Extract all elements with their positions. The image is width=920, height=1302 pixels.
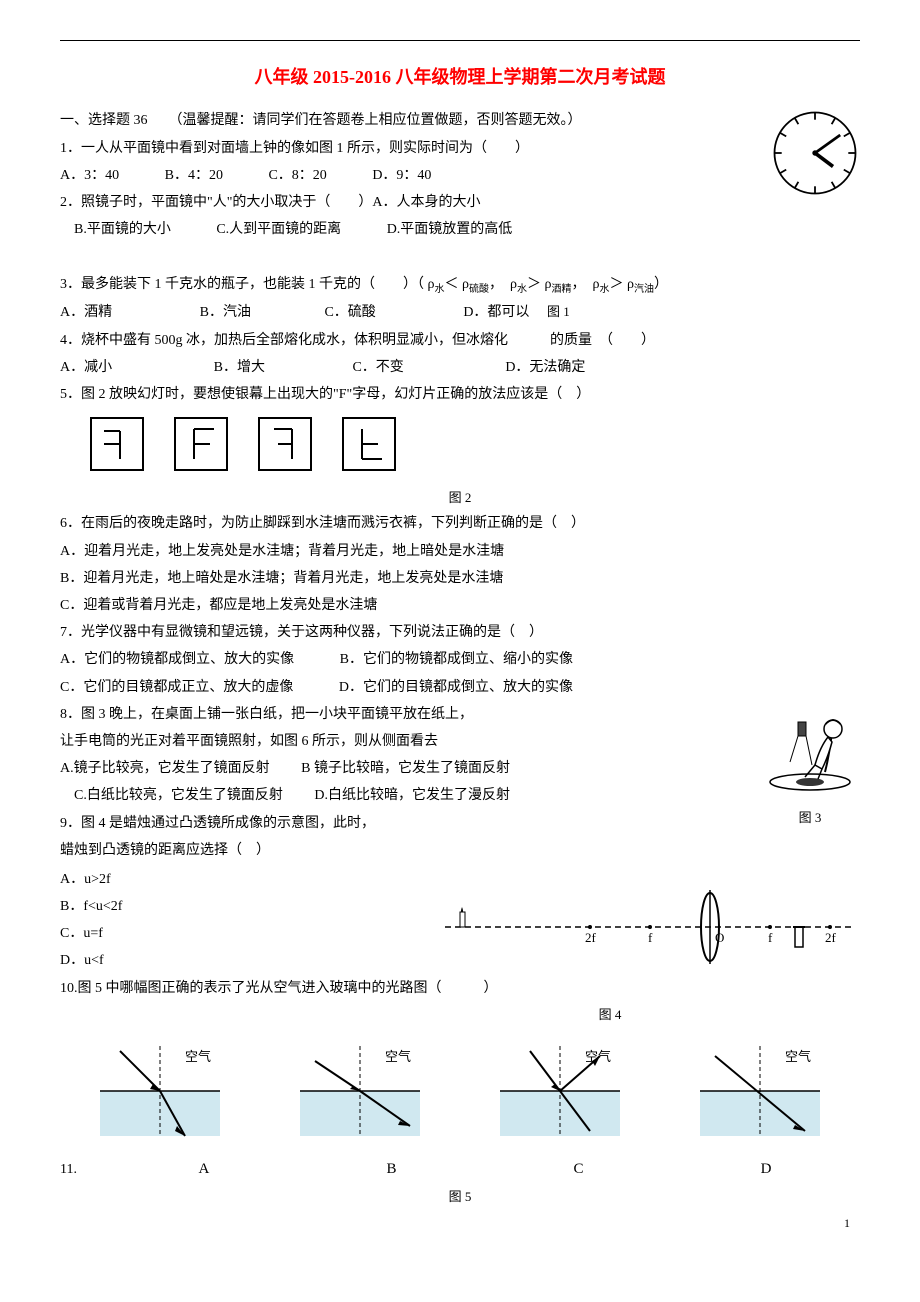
q1-b: B．4：20 [165,168,223,183]
q3-sub5: 水 [600,283,610,294]
q1-stem: 1．一人从平面镜中看到对面墙上钟的像如图 1 所示，则实际时间为（ ） [60,136,860,161]
q7-stem: 7．光学仪器中有显微镜和望远镜，关于这两种仪器，下列说法正确的是（ ） [60,620,860,645]
q11-stem: 11. [60,1157,110,1182]
q8-cd: C.白纸比较亮，它发生了镜面反射 D.白纸比较暗，它发生了漫反射 [60,783,860,808]
q3-mid3: ＞ ρ [527,277,552,292]
top-divider [60,40,860,41]
svg-text:空气: 空气 [585,1049,611,1064]
q8-line2: 让手电筒的光正对着平面镜照射，如图 6 所示，则从侧面看去 [60,729,860,754]
fig1-label: 图 1 [547,304,570,319]
opt-d-label: D [761,1156,772,1183]
q3-text-b: ） [654,277,668,292]
section-header: 一、选择题 36 （温馨提醒：请同学们在答题卷上相应位置做题，否则答题无效。） [60,108,860,133]
q1-c: C．8：20 [268,168,326,183]
svg-text:2f: 2f [585,930,597,945]
q7-b: B．它们的物镜都成倒立、缩小的实像 [340,652,573,667]
svg-text:2f: 2f [825,930,837,945]
q4-b: B．增大 [214,360,265,375]
q3-mid1: ＜ ρ [445,277,470,292]
fig2-label: 图 2 [60,486,860,509]
q8-stem: 8．图 3 晚上，在桌面上铺一张白纸，把一小块平面镜平放在纸上， [60,702,860,727]
q8-a: A.镜子比较亮，它发生了镜面反射 [60,761,270,776]
q2-b: B.平面镜的大小 [74,222,171,237]
q3-mid4: ， ρ [572,277,600,292]
opt-c-label: C [574,1156,584,1183]
q2-c: C.人到平面镜的距离 [216,222,341,237]
svg-text:O: O [715,930,724,945]
q3-stem: 3．最多能装下 1 千克水的瓶子，也能装 1 千克的（ ）（ ρ水＜ ρ硫酸， … [60,272,860,299]
page-number: 1 [60,1213,860,1235]
refract-c: 空气 [495,1041,625,1150]
q7-ab: A．它们的物镜都成倒立、放大的实像 B．它们的物镜都成倒立、缩小的实像 [60,647,860,672]
q3-b: B．汽油 [200,305,251,320]
q8-b: B 镜子比较暗，它发生了镜面反射 [301,761,510,776]
q9-stem: 9．图 4 是蜡烛通过凸透镜所成像的示意图，此时， [60,811,860,836]
f-option-b [174,417,228,471]
figure-4-lens: 2f f O f 2f [440,887,860,976]
q3-sub1: 水 [435,283,445,294]
q8-c: C.白纸比较亮，它发生了镜面反射 [74,788,283,803]
svg-text:f: f [648,930,653,945]
svg-text:空气: 空气 [185,1049,211,1064]
q5-figure-row [90,417,860,471]
fig4-label: 图 4 [360,1003,860,1026]
q2-stem: 2．照镜子时，平面镜中"人"的大小取决于（ ）A．人本身的大小 [60,190,860,215]
q3-text-a: 3．最多能装下 1 千克水的瓶子，也能装 1 千克的（ ）（ ρ [60,277,435,292]
refract-b: 空气 [295,1041,425,1150]
refract-d: 空气 [695,1041,825,1150]
svg-text:f: f [768,930,773,945]
refract-a: 空气 [95,1041,225,1150]
q3-mid5: ＞ ρ [610,277,635,292]
q2-d: D.平面镜放置的高低 [387,222,513,237]
q3-c: C．硫酸 [324,305,375,320]
fig5-label: 图 5 [60,1185,860,1208]
q6-c: C．迎着或背着月光走，都应是地上发亮处是水洼塘 [60,593,860,618]
svg-text:空气: 空气 [785,1049,811,1064]
q1-a: A．3：40 [60,168,119,183]
q10-stem: 10.图 5 中哪幅图正确的表示了光从空气进入玻璃中的光路图（ ） [60,976,860,1001]
q7-c: C．它们的目镜都成正立、放大的虚像 [60,680,293,695]
q7-a: A．它们的物镜都成倒立、放大的实像 [60,652,294,667]
q3-a: A．酒精 [60,305,112,320]
q2-options: B.平面镜的大小 C.人到平面镜的距离 D.平面镜放置的高低 [60,217,860,242]
q4-a: A．减小 [60,360,112,375]
q6-b: B．迎着月光走，地上暗处是水洼塘；背着月光走，地上发亮处是水洼塘 [60,566,860,591]
q6-a: A．迎着月光走，地上发亮处是水洼塘；背着月光走，地上暗处是水洼塘 [60,539,860,564]
f-option-d [342,417,396,471]
q1-d: D．9：40 [372,168,431,183]
q4-options: A．减小 B．增大 C．不变 D．无法确定 [60,355,860,380]
svg-text:空气: 空气 [385,1049,411,1064]
q3-options: A．酒精 B．汽油 C．硫酸 D．都可以 图 1 [60,300,860,325]
q7-cd: C．它们的目镜都成正立、放大的虚像 D．它们的目镜都成倒立、放大的实像 [60,675,860,700]
q4-d: D．无法确定 [505,360,585,375]
q3-mid2: ， ρ [489,277,517,292]
q3-sub6: 汽油 [634,283,654,294]
q9-line2: 蜡烛到凸透镜的距离应选择（ ） [60,838,860,863]
q8-d: D.白纸比较暗，它发生了漫反射 [314,788,510,803]
q10-text: 10.图 5 中哪幅图正确的表示了光从空气进入玻璃中的光路图（ ） [60,981,498,996]
q7-d: D．它们的目镜都成倒立、放大的实像 [339,680,573,695]
q3-sub4: 酒精 [552,283,572,294]
q4-c: C．不变 [352,360,403,375]
exam-title: 八年级 2015-2016 八年级物理上学期第二次月考试题 [60,61,860,93]
q8-ab: A.镜子比较亮，它发生了镜面反射 B 镜子比较暗，它发生了镜面反射 [60,756,860,781]
q6-stem: 6．在雨后的夜晚走路时，为防止脚踩到水洼塘而溅污衣裤，下列判断正确的是（ ） [60,511,860,536]
q1-options: A．3：40 B．4：20 C．8：20 D．9：40 [60,163,860,188]
f-option-c [258,417,312,471]
opt-a-label: A [199,1156,210,1183]
q3-d: D．都可以 [463,305,529,320]
f-option-a [90,417,144,471]
opt-b-label: B [386,1156,396,1183]
q4-stem: 4．烧杯中盛有 500g 冰，加热后全部熔化成水，体积明显减小，但冰熔化 的质量… [60,328,860,353]
q10-figure-row: 空气 空气 空气 [60,1041,860,1150]
q5-stem: 5．图 2 放映幻灯时，要想使银幕上出现大的"F"字母，幻灯片正确的放法应该是（… [60,382,860,407]
q3-sub2: 硫酸 [469,283,489,294]
q3-sub3: 水 [517,283,527,294]
